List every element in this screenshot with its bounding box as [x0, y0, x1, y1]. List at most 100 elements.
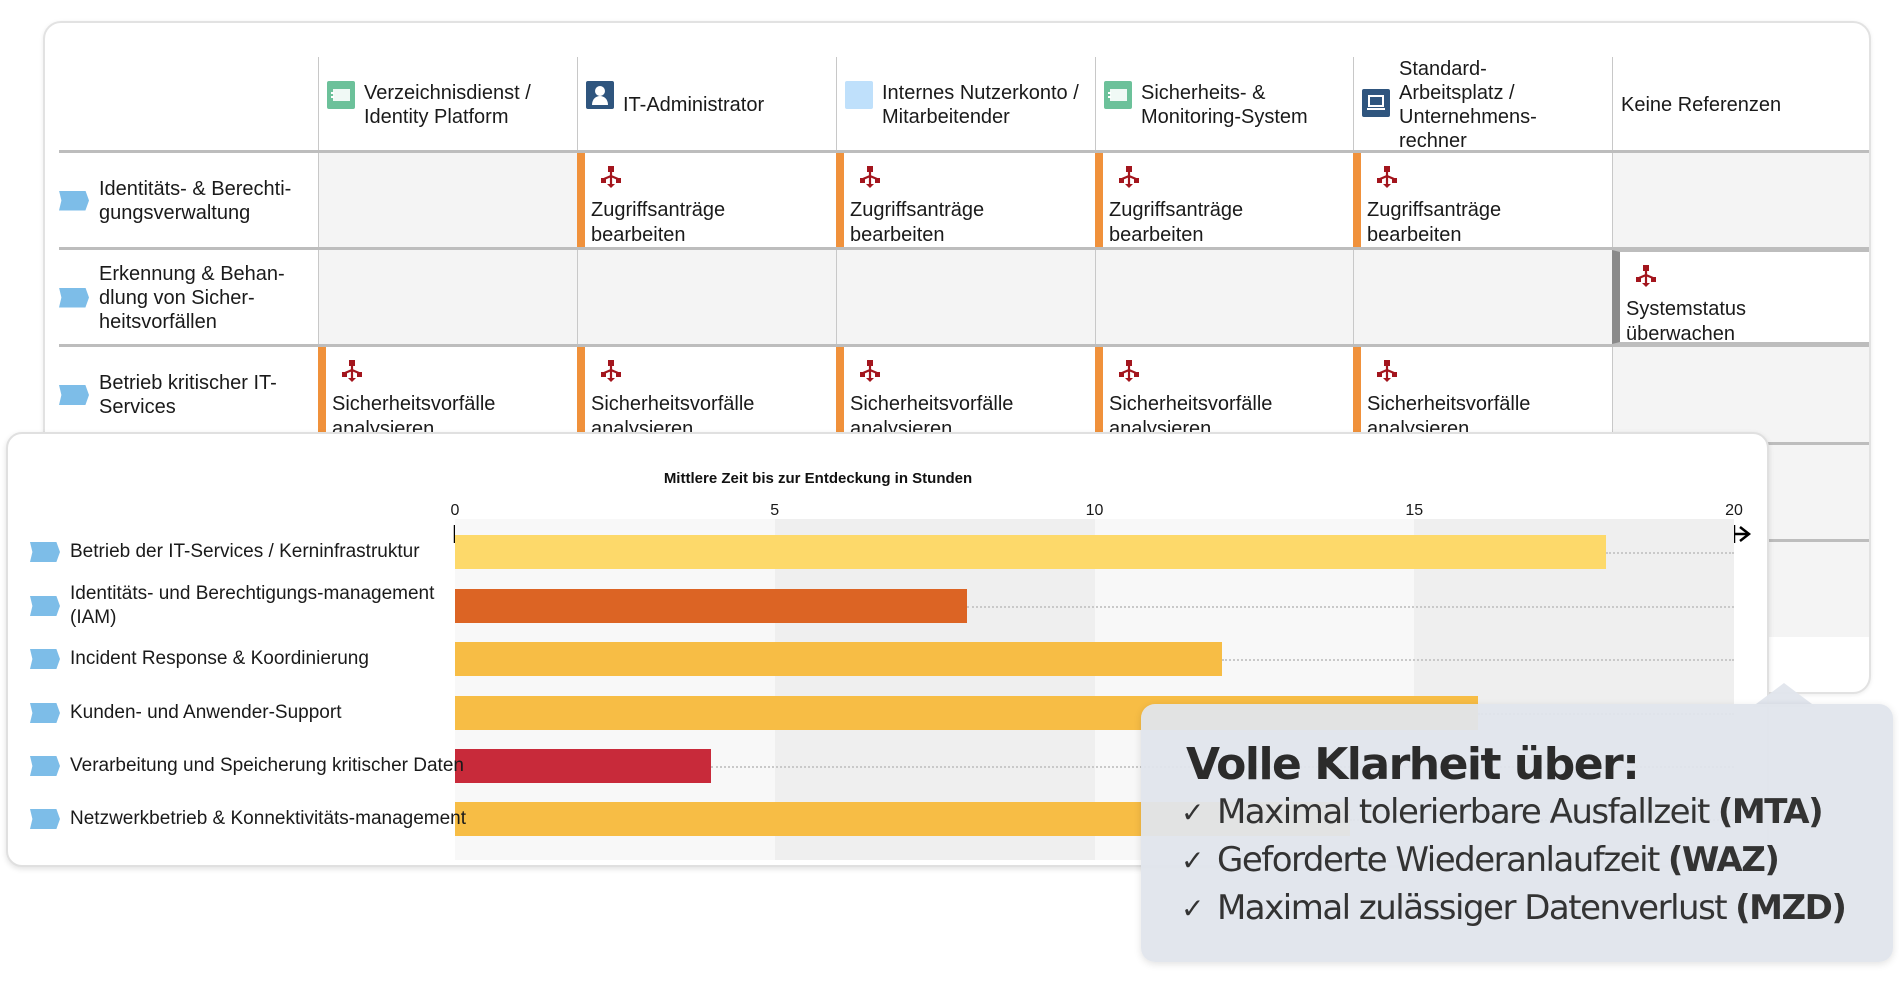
directory-service-icon [327, 81, 355, 109]
category-label: Identitäts- und Berechtigungs-management… [30, 581, 470, 631]
process-label: Systemstatus überwachen [1626, 298, 1747, 345]
category-label: Incident Response & Koordinierung [30, 634, 470, 684]
tooltip-item: ✓ Maximal zulässiger Datenverlust (MZD) [1181, 888, 1847, 928]
row-label: Erkennung & Behan-dlung von Sicher-heits… [59, 249, 304, 346]
process-label: Zugriffsanträge bearbeiten [1109, 199, 1244, 246]
process-flag-icon [30, 756, 60, 776]
process-icon [1377, 166, 1397, 188]
process-label: Zugriffsanträge bearbeiten [1367, 199, 1502, 246]
process-cell[interactable]: Sicherheitsvorfälle analysieren [318, 347, 577, 442]
process-flag-icon [59, 190, 89, 211]
empty-cell [836, 250, 1095, 344]
tick-label: 20 [1725, 502, 1743, 519]
column-header: Sicherheits- & Monitoring-System [1095, 57, 1353, 152]
column-header-label: Keine Referenzen [1621, 93, 1782, 116]
laptop-icon [1362, 89, 1390, 117]
category-label: Betrieb der IT-Services / Kerninfrastruk… [30, 527, 470, 577]
process-cell[interactable]: Zugriffsanträge bearbeiten [1353, 153, 1612, 247]
column-header-label: Internes Nutzerkonto / Mitarbeitender [882, 81, 1079, 128]
process-cell[interactable]: Sicherheitsvorfälle analysieren [1353, 347, 1612, 442]
empty-cell [318, 250, 577, 344]
process-cell[interactable]: Zugriffsanträge bearbeiten [577, 153, 836, 247]
tooltip-item: ✓ Maximal tolerierbare Ausfallzeit (MTA) [1181, 792, 1824, 832]
process-cell[interactable]: Sicherheitsvorfälle analysieren [836, 347, 1095, 442]
tooltip-item-text: Maximal tolerierbare Ausfallzeit [1216, 792, 1710, 832]
tooltip-item-abbr: (WAZ) [1667, 840, 1780, 880]
process-icon [860, 166, 880, 188]
process-flag-icon [30, 703, 60, 723]
process-flag-icon [30, 649, 60, 669]
row-divider [59, 247, 1869, 250]
bar[interactable] [455, 749, 711, 783]
process-cell[interactable]: Systemstatus überwachen [1612, 250, 1869, 345]
process-flag-icon [30, 596, 60, 616]
process-label: Zugriffsanträge bearbeiten [850, 199, 985, 246]
row-label: Betrieb kritischer IT-Services [59, 346, 304, 444]
process-icon [1119, 360, 1139, 382]
check-icon: ✓ [1181, 795, 1204, 829]
column-header-label: Sicherheits- & Monitoring-System [1141, 81, 1308, 128]
bar[interactable] [455, 535, 1607, 569]
empty-cell [318, 153, 577, 247]
tooltip-item-abbr: (MTA) [1717, 792, 1824, 832]
tooltip-title: Volle Klarheit über: [1186, 739, 1640, 790]
row-divider [59, 150, 1869, 153]
process-flag-icon [30, 542, 60, 562]
bar-guide-line [1222, 659, 1734, 661]
process-cell[interactable]: Sicherheitsvorfälle analysieren [1095, 347, 1353, 442]
row-label-text: Identitäts- & Berechti-gungsverwaltung [99, 177, 292, 224]
tooltip-item-text: Maximal zulässiger Datenverlust [1216, 888, 1728, 928]
account-icon [845, 81, 873, 109]
process-icon [342, 360, 362, 382]
empty-cell [1612, 347, 1869, 442]
process-icon [601, 166, 621, 188]
chart-title: Mittlere Zeit bis zur Entdeckung in Stun… [663, 470, 973, 487]
column-header: Keine Referenzen [1612, 57, 1869, 152]
category-label: Kunden- und Anwender-Support [30, 688, 470, 738]
category-label: Verarbeitung und Speicherung kritischer … [30, 741, 470, 791]
row-label: Identitäts- & Berechti-gungsverwaltung [59, 152, 304, 249]
category-label-text: Netzwerkbetrieb & Konnektivitäts-managem… [70, 808, 467, 829]
user-icon [586, 81, 614, 109]
tick-label: 5 [770, 502, 780, 519]
category-label-text: Incident Response & Koordinierung [70, 648, 369, 669]
process-icon [1636, 265, 1656, 287]
category-label-text: Verarbeitung und Speicherung kritischer … [70, 755, 464, 776]
process-cell[interactable]: Zugriffsanträge bearbeiten [1095, 153, 1353, 247]
column-header-label: Standard-Arbeitsplatz / Unternehmens-rec… [1399, 57, 1537, 152]
process-label: Zugriffsanträge bearbeiten [591, 199, 726, 246]
tick-label: 0 [450, 502, 460, 519]
column-header: Verzeichnisdienst / Identity Platform [318, 57, 577, 152]
process-icon [1119, 166, 1139, 188]
row-divider [59, 344, 1869, 347]
system-icon [1104, 81, 1132, 109]
tooltip-item-abbr: (MZD) [1735, 888, 1847, 928]
column-header-label: Verzeichnisdienst / Identity Platform [364, 81, 531, 128]
check-icon: ✓ [1181, 891, 1204, 925]
column-header-label: IT-Administrator [623, 93, 765, 116]
tooltip-item: ✓ Geforderte Wiederanlaufzeit (WAZ) [1181, 840, 1780, 880]
process-flag-icon [59, 287, 89, 308]
bar-guide-line [966, 606, 1734, 608]
empty-cell [1612, 153, 1869, 247]
process-flag-icon [59, 385, 89, 405]
bar-guide-line [1606, 552, 1734, 554]
process-flag-icon [30, 809, 60, 829]
empty-cell [1353, 250, 1612, 344]
empty-cell [1095, 250, 1353, 344]
empty-cell [577, 250, 836, 344]
bar[interactable] [455, 589, 967, 623]
process-cell[interactable]: Zugriffsanträge bearbeiten [836, 153, 1095, 247]
category-label: Netzwerkbetrieb & Konnektivitäts-managem… [30, 794, 470, 844]
info-tooltip: Volle Klarheit über: ✓ Maximal tolerierba… [1141, 704, 1893, 962]
column-header: IT-Administrator [577, 57, 836, 152]
category-label-text: Identitäts- und Berechtigungs-management… [70, 583, 435, 628]
process-cell[interactable]: Sicherheitsvorfälle analysieren [577, 347, 836, 442]
process-icon [860, 360, 880, 382]
tick-label: 15 [1405, 502, 1424, 519]
process-icon [601, 360, 621, 382]
row-label-text: Erkennung & Behan-dlung von Sicher-heits… [99, 262, 285, 333]
bar[interactable] [455, 642, 1223, 676]
category-label-text: Betrieb der IT-Services / Kerninfrastruk… [70, 541, 420, 562]
category-label-text: Kunden- und Anwender-Support [70, 702, 342, 723]
